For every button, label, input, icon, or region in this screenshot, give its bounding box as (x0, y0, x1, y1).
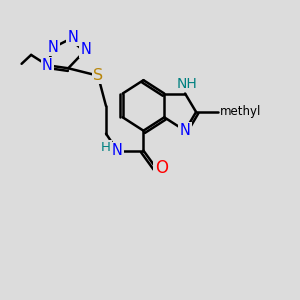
Text: N: N (81, 42, 92, 57)
Text: H: H (101, 141, 111, 154)
Text: N: N (42, 58, 53, 73)
Text: S: S (93, 68, 103, 83)
Text: N: N (48, 40, 59, 55)
Text: N: N (67, 30, 78, 45)
Text: N: N (180, 123, 190, 138)
Text: O: O (155, 159, 168, 177)
Text: NH: NH (177, 77, 198, 91)
Text: N: N (112, 143, 123, 158)
Text: methyl: methyl (220, 106, 261, 118)
